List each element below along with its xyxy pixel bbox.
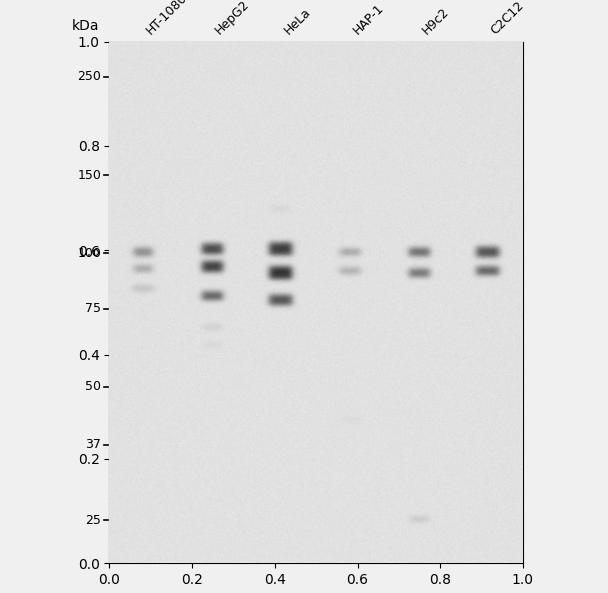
Text: 150: 150 bbox=[77, 168, 101, 181]
Text: 75: 75 bbox=[85, 302, 101, 315]
Text: HT-1080: HT-1080 bbox=[144, 0, 190, 37]
Text: HepG2: HepG2 bbox=[213, 0, 252, 37]
Text: 100: 100 bbox=[77, 247, 101, 260]
Text: 25: 25 bbox=[85, 514, 101, 527]
Text: Golgin A1: Golgin A1 bbox=[0, 592, 1, 593]
Text: 50: 50 bbox=[85, 380, 101, 393]
Text: H9c2: H9c2 bbox=[420, 5, 451, 37]
Text: kDa: kDa bbox=[72, 18, 99, 33]
Text: C2C12: C2C12 bbox=[488, 0, 527, 37]
Text: 250: 250 bbox=[77, 70, 101, 83]
Text: 37: 37 bbox=[85, 438, 101, 451]
Text: HAP-1: HAP-1 bbox=[351, 1, 386, 37]
Text: HeLa: HeLa bbox=[282, 5, 314, 37]
